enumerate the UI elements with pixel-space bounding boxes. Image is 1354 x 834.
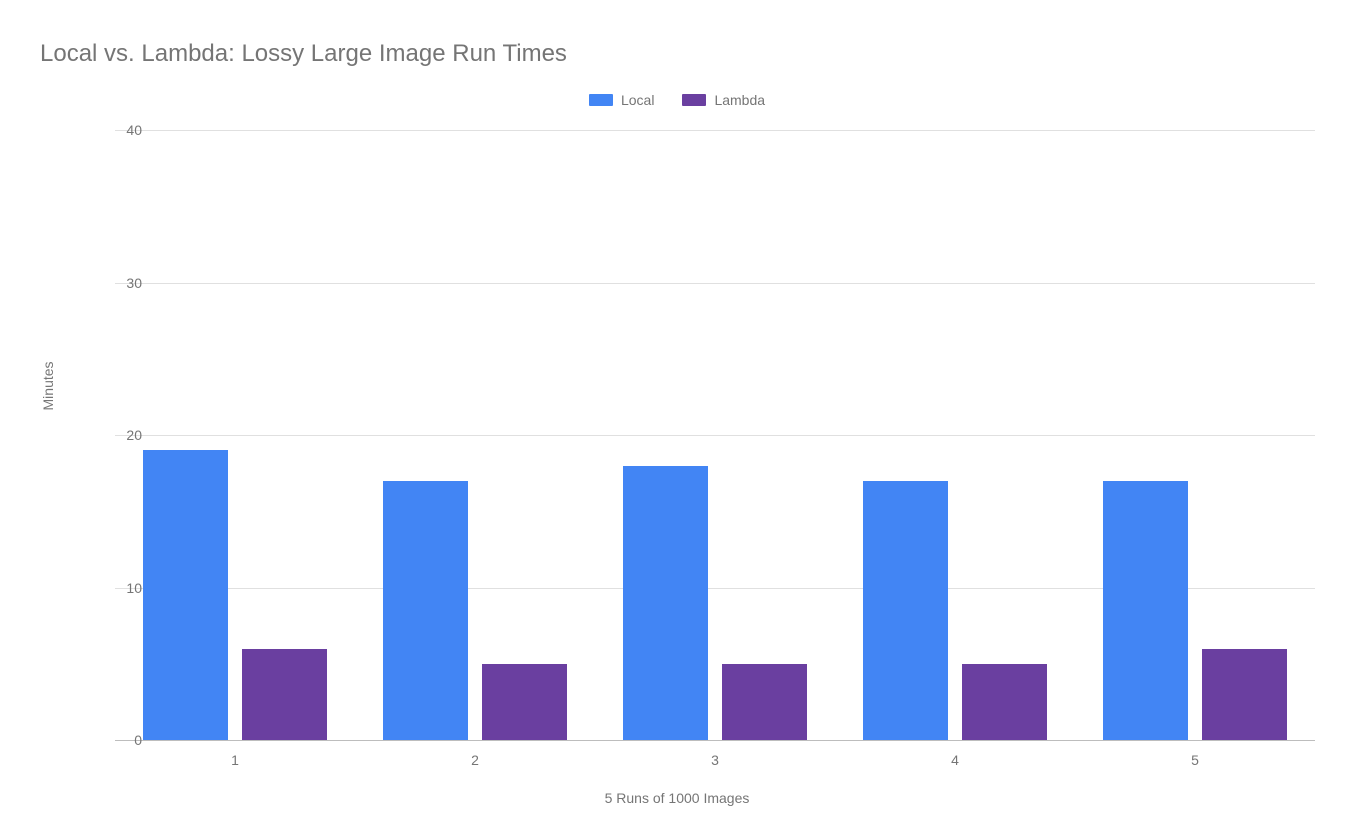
y-tick-label: 20 bbox=[102, 427, 142, 443]
y-axis-label: Minutes bbox=[40, 361, 56, 410]
bar bbox=[1202, 649, 1287, 741]
legend-swatch-lambda bbox=[682, 94, 706, 106]
bar bbox=[863, 481, 948, 740]
x-axis-label: 5 Runs of 1000 Images bbox=[0, 790, 1354, 806]
legend-item-local: Local bbox=[589, 92, 654, 108]
y-tick-label: 40 bbox=[102, 122, 142, 138]
bar bbox=[722, 664, 807, 740]
bar bbox=[962, 664, 1047, 740]
bar bbox=[482, 664, 567, 740]
legend-label-lambda: Lambda bbox=[714, 92, 765, 108]
bar bbox=[383, 481, 468, 740]
bar bbox=[242, 649, 327, 741]
chart-title: Local vs. Lambda: Lossy Large Image Run … bbox=[40, 40, 567, 68]
x-tick-label: 4 bbox=[951, 752, 959, 768]
legend-label-local: Local bbox=[621, 92, 654, 108]
x-tick-label: 5 bbox=[1191, 752, 1199, 768]
legend-swatch-local bbox=[589, 94, 613, 106]
bar bbox=[1103, 481, 1188, 740]
legend-item-lambda: Lambda bbox=[682, 92, 765, 108]
plot-area bbox=[115, 130, 1315, 740]
y-tick-label: 0 bbox=[102, 732, 142, 748]
baseline bbox=[115, 740, 1315, 741]
chart-container: Local vs. Lambda: Lossy Large Image Run … bbox=[0, 0, 1354, 834]
y-tick-label: 10 bbox=[102, 580, 142, 596]
bar bbox=[143, 450, 228, 740]
x-tick-label: 1 bbox=[231, 752, 239, 768]
bars bbox=[115, 130, 1315, 740]
x-tick-label: 2 bbox=[471, 752, 479, 768]
y-tick-label: 30 bbox=[102, 275, 142, 291]
legend: Local Lambda bbox=[0, 92, 1354, 108]
x-tick-label: 3 bbox=[711, 752, 719, 768]
bar bbox=[623, 466, 708, 741]
